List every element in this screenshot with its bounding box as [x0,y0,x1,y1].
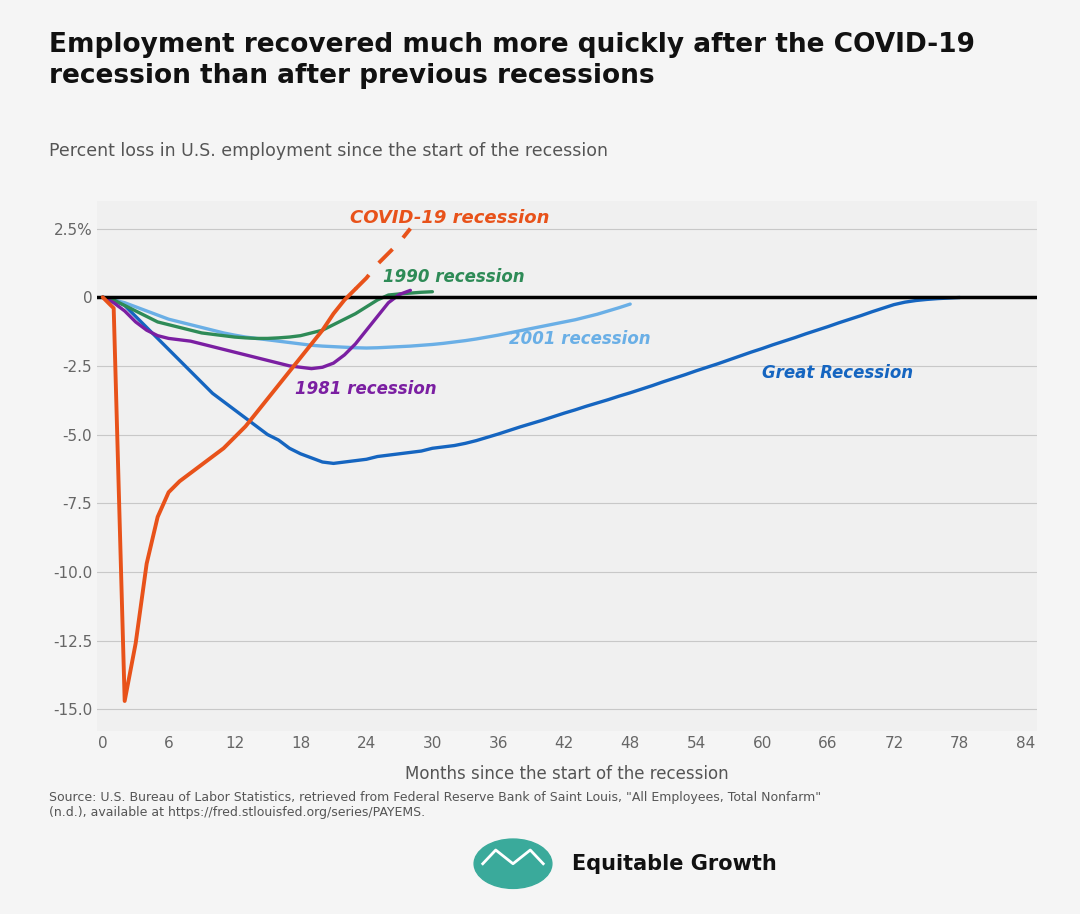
Text: Percent loss in U.S. employment since the start of the recession: Percent loss in U.S. employment since th… [49,142,608,160]
Text: Employment recovered much more quickly after the COVID-19
recession than after p: Employment recovered much more quickly a… [49,32,974,89]
Text: Great Recession: Great Recession [762,365,914,382]
Text: Source: U.S. Bureau of Labor Statistics, retrieved from Federal Reserve Bank of : Source: U.S. Bureau of Labor Statistics,… [49,791,821,819]
Text: 1981 recession: 1981 recession [295,379,436,398]
Text: 2001 recession: 2001 recession [510,330,651,348]
X-axis label: Months since the start of the recession: Months since the start of the recession [405,765,729,783]
Circle shape [474,839,552,888]
Text: Equitable Growth: Equitable Growth [572,854,778,874]
Text: COVID-19 recession: COVID-19 recession [350,209,550,228]
Text: 1990 recession: 1990 recession [383,268,525,286]
